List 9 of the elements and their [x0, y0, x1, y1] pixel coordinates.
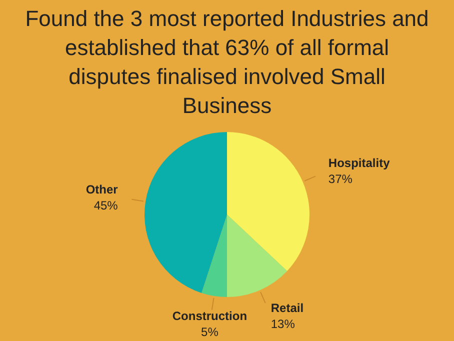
data-label: 45%	[94, 198, 118, 213]
data-label: 37%	[328, 172, 353, 186]
slice-label: Construction	[172, 308, 248, 323]
chart-title: Found the 3 most reported Industries and established that 63% of all formal disputes finalised involved Small Business	[24, 5, 430, 120]
slice-label: Retail	[270, 301, 304, 316]
data-label: 13%	[270, 317, 296, 332]
slice-label: Other	[86, 182, 118, 197]
slice-label: Hospitality	[328, 156, 390, 170]
data-label: 5%	[201, 324, 219, 339]
